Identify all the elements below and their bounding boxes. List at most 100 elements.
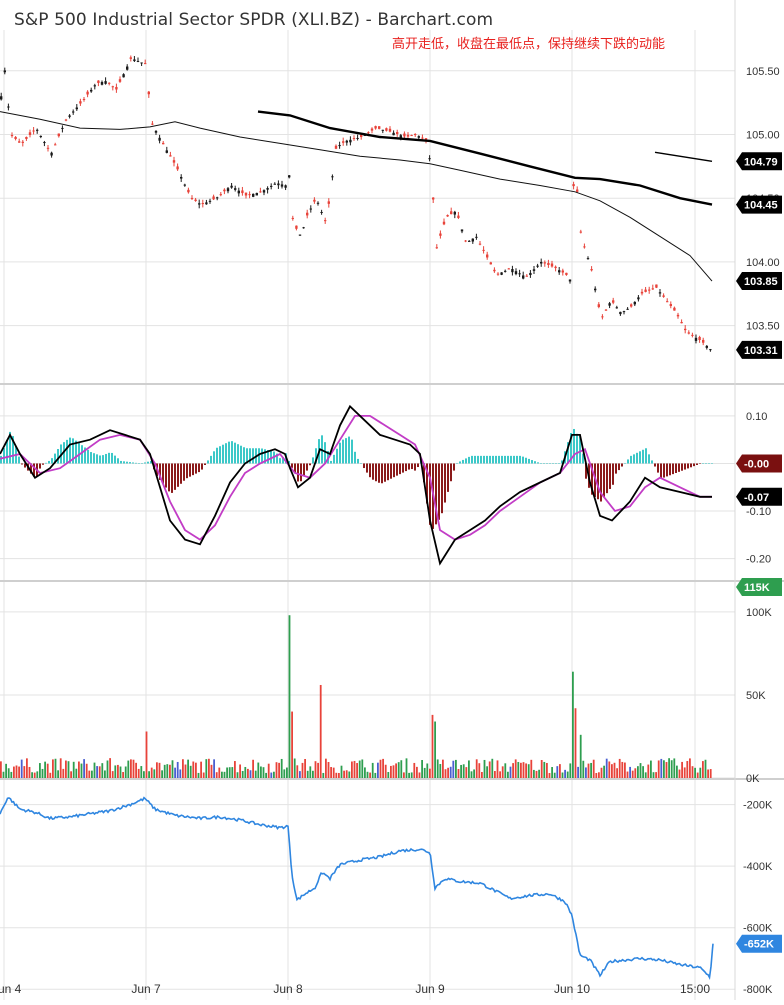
- volume-bar: [616, 768, 618, 778]
- macd-histogram-bar: [48, 460, 50, 464]
- candle-body: [489, 262, 492, 265]
- candle-body: [687, 332, 690, 334]
- candle-body: [493, 269, 496, 272]
- macd-histogram-bar: [360, 463, 362, 464]
- volume-bar: [143, 771, 145, 778]
- macd-histogram-bar: [24, 463, 26, 468]
- macd-line: [0, 404, 712, 566]
- candle-body: [32, 130, 35, 132]
- volume-bar: [117, 764, 119, 778]
- macd-histogram-bar: [552, 463, 554, 464]
- candle-body: [378, 126, 381, 129]
- candle-body: [7, 106, 10, 108]
- volume-bar: [296, 765, 299, 778]
- macd-histogram: [0, 428, 713, 529]
- volume-bar: [382, 758, 384, 778]
- volume-bar: [106, 760, 109, 778]
- volume-bar: [111, 771, 114, 778]
- candle-body: [374, 126, 377, 129]
- volume-bar: [335, 772, 338, 778]
- volume-bar: [587, 763, 590, 778]
- macd-histogram-bar: [507, 455, 509, 464]
- macd-histogram-bar: [96, 454, 98, 464]
- price-y-tick-1: 105.00: [746, 129, 780, 141]
- candle-body: [187, 189, 190, 193]
- candle-body: [122, 74, 125, 78]
- macd-histogram-bar: [660, 463, 662, 479]
- volume-bar: [447, 767, 449, 778]
- volume-bar: [163, 764, 166, 778]
- candle-body: [475, 236, 478, 238]
- macd-histogram-bar: [486, 455, 488, 464]
- candle-body: [133, 59, 136, 62]
- macd-histogram-bar: [342, 439, 344, 464]
- volume-bar: [15, 765, 18, 778]
- volume-bar: [88, 770, 91, 778]
- volume-bar: [262, 767, 265, 778]
- macd-histogram-bar: [111, 452, 113, 464]
- volume-bar: [699, 767, 702, 778]
- volume-bar: [176, 761, 179, 778]
- price-moving-average-tail: [654, 151, 713, 162]
- candle-body: [140, 62, 143, 64]
- volume-bar: [374, 772, 377, 778]
- volume-bar: [525, 763, 527, 778]
- candle-body: [410, 135, 413, 137]
- volume-bar: [304, 758, 306, 778]
- volume-bar: [509, 766, 512, 778]
- candle-body: [104, 81, 107, 84]
- volume-bar: [421, 760, 423, 778]
- macd-histogram-bar: [357, 458, 359, 464]
- volume-bar: [10, 771, 13, 778]
- macd-histogram-bar: [324, 442, 326, 464]
- candle-body: [442, 221, 446, 225]
- x-tick-0: Jun 4: [0, 982, 22, 996]
- candle-body: [702, 339, 705, 343]
- candle-body: [79, 101, 82, 104]
- candle-body: [241, 190, 244, 194]
- candle-body: [615, 307, 618, 309]
- candle-body: [349, 139, 352, 143]
- volume-bar: [239, 764, 241, 778]
- volume-bar: [122, 772, 124, 778]
- candle-body: [619, 311, 622, 315]
- macd-last-label-1-text: -0.07: [744, 492, 769, 504]
- candle-body: [28, 132, 32, 135]
- volume-bar: [600, 767, 603, 778]
- macd-histogram-bar: [243, 447, 245, 464]
- macd-histogram-bar: [84, 447, 86, 464]
- candle-body: [594, 288, 597, 291]
- candle-body: [72, 111, 75, 113]
- macd-signal-line: [0, 414, 712, 541]
- candle-body: [252, 193, 255, 197]
- macd-histogram-bar: [669, 463, 671, 476]
- volume-bar: [663, 760, 665, 778]
- candle-body: [655, 284, 658, 288]
- volume-bar: [543, 761, 546, 778]
- volume-bar: [273, 771, 275, 778]
- macd-histogram-bar: [540, 463, 542, 464]
- volume-y-tick-2: 0K: [746, 773, 760, 785]
- volume-bar: [195, 762, 197, 778]
- candle-body: [190, 197, 194, 199]
- obv-last-label-0-shape: [736, 934, 782, 953]
- macd-histogram-bar: [579, 436, 581, 464]
- volume-bar: [343, 770, 345, 778]
- candle-body: [446, 215, 449, 217]
- volume-bar: [208, 758, 210, 778]
- candle-body: [550, 263, 554, 267]
- macd-histogram-bar: [531, 460, 533, 464]
- volume-bar: [171, 760, 174, 778]
- macd-histogram-bar: [468, 456, 470, 464]
- volume-bar: [205, 759, 208, 778]
- volume-bar: [457, 769, 460, 778]
- volume-bar: [78, 761, 80, 778]
- volume-bar: [618, 758, 621, 778]
- macd-histogram-bar: [309, 463, 311, 466]
- volume-bar: [400, 760, 403, 778]
- candle-body: [518, 273, 521, 275]
- grid-lines: [0, 30, 735, 1000]
- macd-histogram-bar: [408, 463, 410, 470]
- volume-bar: [413, 762, 416, 778]
- macd-histogram-bar: [207, 460, 209, 464]
